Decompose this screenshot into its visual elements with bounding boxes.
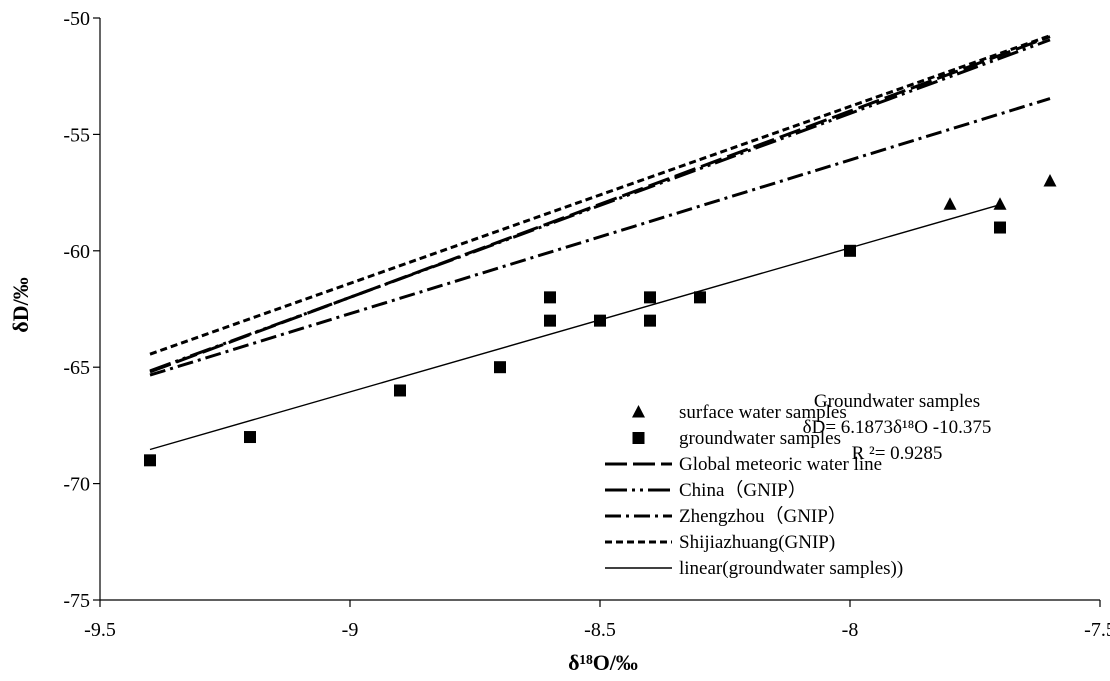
line-linear-groundwater-samples <box>149 203 1001 451</box>
annotation-line-2: δD= 6.1873δ¹⁸O -10.375 <box>803 417 992 438</box>
legend: surface water samples groundwater samples… <box>605 402 903 579</box>
legend-item-linear-groundwater-samples: linear(groundwater samples)) <box>605 558 903 579</box>
annotation-line-3: R ²= 0.9285 <box>852 443 943 464</box>
regression-annotation: Groundwater samples δD= 6.1873δ¹⁸O -10.3… <box>803 391 992 464</box>
x-tick-label: -9.5 <box>84 619 116 641</box>
legend-label: China（GNIP） <box>679 479 807 501</box>
surface-water-point <box>993 197 1007 210</box>
groundwater-point <box>544 291 556 304</box>
groundwater-point <box>644 314 656 327</box>
line-shijiazhuang-gnip <box>149 34 1051 356</box>
y-tick-labels: -75 -70 -65 -60 -55 -50 <box>63 8 90 612</box>
groundwater-point <box>494 361 506 374</box>
x-tick-label: -9 <box>342 619 359 641</box>
legend-label: linear(groundwater samples)) <box>679 558 903 579</box>
groundwater-point <box>144 454 156 467</box>
groundwater-point <box>644 291 656 304</box>
y-axis-title: δD/‰ <box>8 277 33 332</box>
legend-item-groundwater-samples: groundwater samples <box>632 428 841 449</box>
legend-item-surface-water-samples: surface water samples <box>632 402 847 423</box>
legend-item-china-gnip: China（GNIP） <box>605 479 807 501</box>
groundwater-point <box>844 244 856 257</box>
y-tick-label: -60 <box>63 241 90 263</box>
series-points <box>144 173 1057 467</box>
y-tick-label: -65 <box>63 357 90 379</box>
annotation-line-1: Groundwater samples <box>814 391 980 412</box>
x-axis-title: δ¹⁸O/‰ <box>568 650 638 675</box>
y-tick-label: -70 <box>63 474 90 496</box>
surface-water-point <box>1043 173 1057 187</box>
axes <box>93 17 1101 607</box>
line-china-gnip <box>149 38 1051 373</box>
groundwater-point <box>694 291 706 304</box>
legend-square-marker <box>632 432 645 444</box>
legend-item-shijiazhuang-gnip: Shijiazhuang(GNIP) <box>605 532 835 553</box>
x-tick-labels: -9.5 -9 -8.5 -8 -7.5 <box>84 619 1110 641</box>
groundwater-point <box>394 384 406 397</box>
y-tick-label: -75 <box>63 590 90 612</box>
y-tick-label: -55 <box>63 124 90 146</box>
groundwater-point <box>544 314 556 327</box>
x-tick-label: -8 <box>842 619 859 641</box>
series-lines <box>149 34 1051 451</box>
legend-triangle-marker <box>632 405 645 418</box>
x-tick-label: -8.5 <box>584 619 616 641</box>
groundwater-point <box>244 431 256 444</box>
legend-label: groundwater samples <box>679 428 841 449</box>
groundwater-point <box>994 221 1006 234</box>
legend-item-zhengzhou-gnip: Zhengzhou（GNIP） <box>605 505 847 527</box>
y-tick-label: -50 <box>63 8 90 30</box>
legend-label: Zhengzhou（GNIP） <box>679 505 847 527</box>
legend-label: surface water samples <box>679 402 847 423</box>
legend-item-global-meteoric-water-line: Global meteoric water line <box>605 454 882 475</box>
line-zhengzhou-gnip <box>149 97 1051 377</box>
legend-label: Shijiazhuang(GNIP) <box>679 532 835 553</box>
x-tick-label: -7.5 <box>1084 619 1110 641</box>
legend-label: Global meteoric water line <box>679 454 882 475</box>
groundwater-point <box>594 314 606 327</box>
surface-water-point <box>943 197 957 210</box>
